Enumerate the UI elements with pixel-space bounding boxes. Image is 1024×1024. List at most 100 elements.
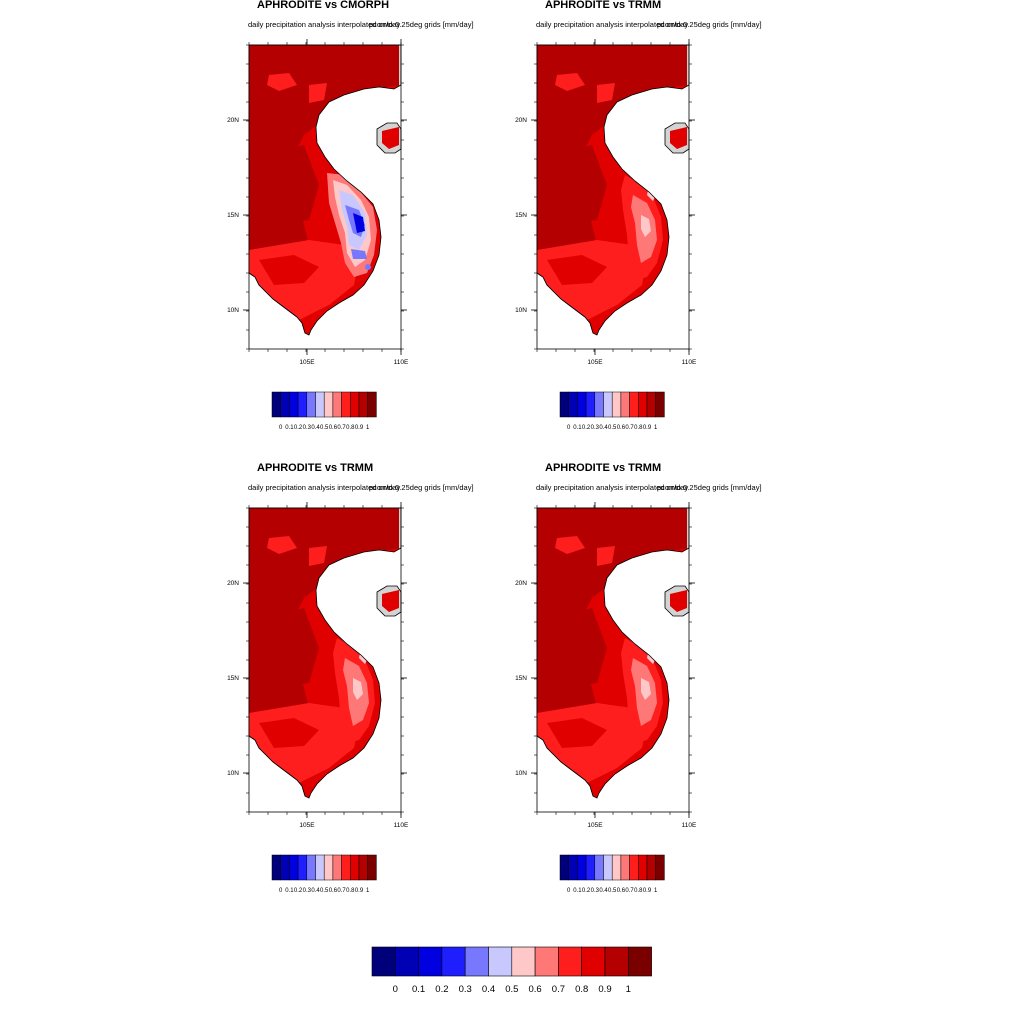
y-tick-label: 20N: [515, 117, 527, 124]
colorbar-label: 0.8: [634, 888, 643, 894]
colorbar-label: 0.6: [329, 888, 338, 894]
y-tick-label: 20N: [515, 580, 527, 587]
colorbar-label: 0.7: [625, 425, 634, 431]
colorbar-swatch: [611, 854, 622, 881]
colorbar-swatch: [367, 854, 377, 881]
colorbar-label: 0.5: [608, 888, 617, 894]
colorbar-label: 0: [279, 425, 283, 431]
x-tick-label: 110E: [682, 359, 697, 366]
colorbar-label: 0.1: [573, 425, 582, 431]
colorbar-label: 1: [366, 425, 370, 431]
coastline: [248, 84, 402, 336]
y-tick-label: 20N: [227, 117, 239, 124]
map-panel: APHRODITE vs TRMM daily precipitation ana…: [515, 462, 761, 894]
shared-colorbar-label: 0.6: [528, 984, 541, 995]
colorbar-label: 0.6: [617, 888, 626, 894]
colorbar-swatch: [341, 854, 351, 881]
colorbar-swatch: [350, 391, 360, 418]
colorbar-swatch: [577, 854, 587, 881]
colorbar-label: 0.1: [285, 425, 294, 431]
shared-colorbar-label: 0.3: [459, 984, 472, 995]
shared-colorbar-swatch: [394, 946, 419, 977]
colorbar-swatch: [629, 391, 639, 418]
x-tick-label: 110E: [394, 822, 409, 829]
colorbar-swatch: [638, 391, 648, 418]
x-tick-label: 110E: [394, 359, 409, 366]
colorbar-swatch: [323, 391, 334, 418]
colorbar-swatch: [358, 854, 368, 881]
shared-colorbar-label: 0: [393, 984, 398, 995]
colorbar-label: 0.9: [643, 425, 652, 431]
colorbar-swatch: [646, 854, 656, 881]
panel-title: APHRODITE vs TRMM: [257, 462, 373, 474]
colorbar-swatch: [367, 391, 377, 418]
panel-colorbar: 0 0.1 0.2 0.3 0.4 0.5 0.6 0.7 0.8 0.9 1: [271, 854, 377, 894]
colorbar-label: 0.4: [599, 888, 608, 894]
colorbar-label: 0.1: [573, 888, 582, 894]
colorbar-swatch: [289, 854, 299, 881]
colorbar-swatch: [306, 854, 316, 881]
colorbar-label: 0.2: [294, 888, 303, 894]
colorbar-swatch: [350, 854, 360, 881]
colorbar-swatch: [358, 391, 368, 418]
colorbar-swatch: [568, 391, 578, 418]
coastline: [248, 547, 402, 799]
map-panel: APHRODITE vs TRMM daily precipitation ana…: [227, 462, 473, 894]
colorbar-label: 0.6: [329, 425, 338, 431]
shared-colorbar-swatch: [511, 946, 536, 977]
colorbar-swatch: [638, 854, 648, 881]
colorbar-label: 0.2: [582, 888, 591, 894]
y-tick-label: 15N: [515, 212, 527, 219]
colorbar-swatch: [315, 854, 325, 881]
colorbar-swatch: [620, 391, 630, 418]
map-panel: APHRODITE vs TRMM daily precipitation ana…: [515, 0, 761, 431]
shared-colorbar-label: 0.8: [575, 984, 588, 995]
colorbar-swatch: [271, 391, 281, 418]
panel-colorbar: 0 0.1 0.2 0.3 0.4 0.5 0.6 0.7 0.8 0.9 1: [559, 854, 665, 894]
colorbar-swatch: [577, 391, 587, 418]
colorbar-label: 0.2: [582, 425, 591, 431]
shared-colorbar: 0 0.1 0.2 0.3 0.4 0.5 0.6 0.7 0.8 0.9 1: [371, 946, 652, 995]
shared-colorbar-label: 1: [626, 984, 631, 995]
panel-subtitle: daily precipitation analysis interpolate…: [536, 483, 762, 492]
colorbar-label: 0.5: [320, 888, 329, 894]
colorbar-label: 0: [567, 425, 571, 431]
colorbar-swatch: [594, 391, 604, 418]
y-tick-label: 15N: [227, 212, 239, 219]
panel-subtitle: daily precipitation analysis interpolate…: [536, 20, 762, 29]
colorbar-label: 0.5: [608, 425, 617, 431]
colorbar-label: 0.5: [320, 425, 329, 431]
map-panel: APHRODITE vs CMORPH daily precipitation a…: [227, 0, 473, 431]
x-tick-label: 105E: [587, 822, 603, 829]
colorbar-swatch: [594, 854, 604, 881]
panel-title: APHRODITE vs TRMM: [545, 0, 661, 11]
colorbar-label: 0.7: [337, 888, 346, 894]
colorbar-label: 0.7: [337, 425, 346, 431]
shared-colorbar-swatch: [371, 946, 396, 977]
colorbar-swatch: [332, 391, 342, 418]
colorbar-swatch: [280, 391, 290, 418]
coastline: [536, 84, 690, 336]
colorbar-label: 0.4: [311, 425, 320, 431]
colorbar-label: 0.3: [303, 425, 312, 431]
panel-colorbar: 0 0.1 0.2 0.3 0.4 0.5 0.6 0.7 0.8 0.9 1: [271, 391, 377, 431]
y-tick-label: 10N: [227, 307, 239, 314]
x-tick-label: 110E: [682, 822, 697, 829]
y-tick-label: 15N: [227, 675, 239, 682]
colorbar-swatch: [297, 854, 308, 881]
colorbar-label: 1: [654, 425, 658, 431]
colorbar-label: 0.1: [285, 888, 294, 894]
colorbar-label: 0.8: [634, 425, 643, 431]
colorbar-swatch: [280, 854, 290, 881]
shared-colorbar-swatch: [488, 946, 513, 977]
shared-colorbar-swatch: [418, 946, 443, 977]
panel-subtitle-right: pcorr/day: [657, 483, 689, 492]
colorbar-swatch: [289, 391, 299, 418]
panel-subtitle: daily precipitation analysis interpolate…: [248, 483, 474, 492]
colorbar-label: 0.6: [617, 425, 626, 431]
colorbar-swatch: [603, 391, 613, 418]
colorbar-label: 0.3: [591, 425, 600, 431]
shared-colorbar-label: 0.2: [435, 984, 448, 995]
colorbar-label: 0.3: [591, 888, 600, 894]
shared-colorbar-swatch: [534, 946, 559, 977]
